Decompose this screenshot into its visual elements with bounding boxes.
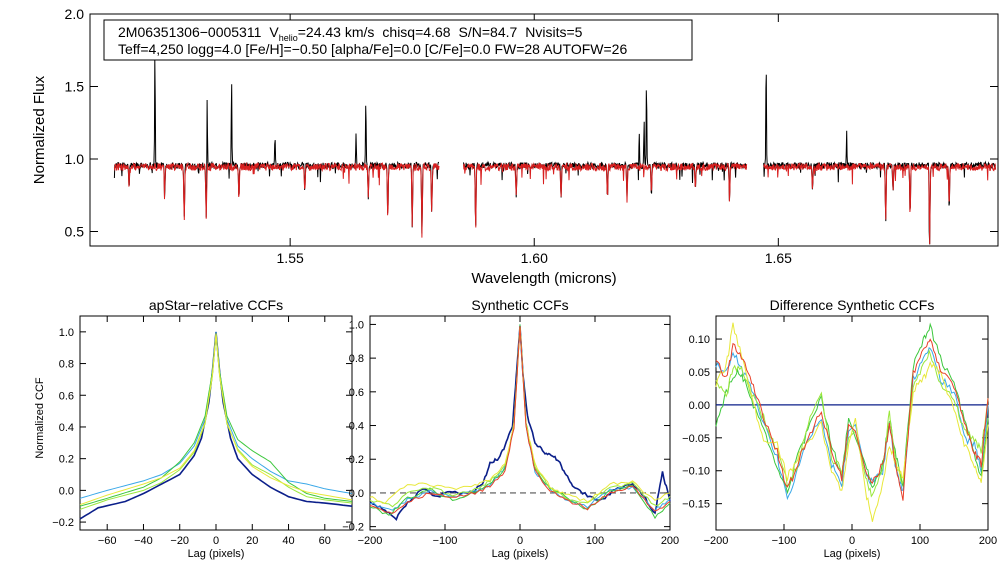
ccf-line-visit-4 xyxy=(369,326,671,504)
synthetic-ccf-lines xyxy=(369,324,671,521)
y-tick-label: 0.2 xyxy=(349,454,364,466)
x-tick-label: −200 xyxy=(358,535,383,547)
ccf-line-visit-1 xyxy=(79,331,353,499)
vhelio-label: V xyxy=(269,24,279,40)
spectrum-observed-chip-1 xyxy=(113,57,439,234)
apstar-ccf-ticks: −60 −40 −20 0 20 40 60 −0.2 0.0 0.2 0.4 0.6 0.8 1.0 xyxy=(52,316,352,547)
x-tick-label: 1.65 xyxy=(765,250,792,266)
y-tick-label: 0.6 xyxy=(59,390,74,402)
x-tick-label: 200 xyxy=(979,535,997,547)
apstar-ccf-title: apStar−relative CCFs xyxy=(149,297,283,313)
ccf-line-visit-5 xyxy=(715,338,989,501)
difference-ccf-title: Difference Synthetic CCFs xyxy=(770,297,935,313)
y-tick-label: 0.4 xyxy=(59,422,74,434)
ccf-line-visit-3 xyxy=(79,334,353,510)
apstar-ccf-lines xyxy=(79,331,353,520)
y-tick-label: 0.0 xyxy=(59,485,74,497)
x-tick-label: −40 xyxy=(134,535,153,547)
x-tick-label: −100 xyxy=(772,535,797,547)
y-tick-label: 0.8 xyxy=(349,353,364,365)
x-tick-label: 1.55 xyxy=(277,250,304,266)
apstar-ccf-panel: −60 −40 −20 0 20 40 60 −0.2 0.0 0.2 0.4 0.6 0.8 1.0 a… xyxy=(34,297,353,560)
info-line-1: 2M06351306−0005311 Vhelio=24.43 km/s chisq… xyxy=(118,24,583,43)
x-tick-label: −60 xyxy=(98,535,117,547)
chisq: chisq=4.68 xyxy=(382,24,450,40)
y-tick-label: 0.0 xyxy=(349,488,364,500)
x-tick-label: −20 xyxy=(170,535,189,547)
y-tick-label: 1.5 xyxy=(65,79,85,95)
ccf-line-visit-4 xyxy=(715,322,989,522)
difference-ccf-lines xyxy=(715,322,989,522)
spectrum-lines xyxy=(113,57,997,245)
ccf-line-visit-2 xyxy=(79,333,353,507)
difference-ccf-ticks: −200 −100 0 100 200 −0.15 −0.10 −0.05 0.00 0.05 0.… xyxy=(682,316,997,547)
spectrum-panel: 1.55 1.60 1.65 0.5 1.0 1.5 2.0 Wavelength (mic… xyxy=(31,6,999,287)
ccf-line-visit-2 xyxy=(369,324,671,520)
spectrum-ylabel: Normalized Flux xyxy=(31,75,48,184)
x-tick-label: 100 xyxy=(911,535,929,547)
x-tick-label: 60 xyxy=(319,535,331,547)
spectrum-synthetic-chip-3 xyxy=(763,161,997,245)
spectrum-ticks: 1.55 1.60 1.65 0.5 1.0 1.5 2.0 xyxy=(65,6,998,266)
y-tick-label: 0.05 xyxy=(689,367,710,379)
vhelio-value: =24.43 km/s xyxy=(298,24,375,40)
synthetic-ccf-panel: −200 −100 0 100 200 −0.2 0.0 0.2 0.4 0.6 0.8 1.0 Sy… xyxy=(342,297,679,560)
spectrum-observed-chip-3 xyxy=(763,74,996,245)
y-tick-label: 0.4 xyxy=(349,421,364,433)
x-tick-label: 0 xyxy=(213,535,219,547)
x-tick-label: −100 xyxy=(433,535,458,547)
apstar-ccf-xlabel: Lag (pixels) xyxy=(188,548,245,560)
spectrum-frame xyxy=(89,13,999,247)
x-tick-label: 0 xyxy=(849,535,855,547)
info-box xyxy=(103,19,693,61)
ccf-line-visit-3 xyxy=(715,348,989,498)
x-tick-label: 0 xyxy=(517,535,523,547)
synthetic-ccf-ticks: −200 −100 0 100 200 −0.2 0.0 0.2 0.4 0.6 0.8 1.0 xyxy=(342,316,679,547)
y-tick-label: 0.00 xyxy=(689,400,710,412)
y-tick-label: −0.2 xyxy=(342,522,364,534)
vhelio-subscript: helio xyxy=(279,33,298,43)
difference-ccf-panel: −200 −100 0 100 200 −0.15 −0.10 −0.05 0.00 0.05 0.… xyxy=(682,297,997,560)
synthetic-ccf-xlabel: Lag (pixels) xyxy=(492,548,549,560)
star-id: 2M06351306−0005311 xyxy=(118,24,262,40)
y-tick-label: 1.0 xyxy=(59,327,74,339)
y-tick-label: 0.2 xyxy=(59,454,74,466)
spectrum-observed-chip-2 xyxy=(463,90,748,226)
x-tick-label: 100 xyxy=(586,535,604,547)
spectrum-xlabel: Wavelength (microns) xyxy=(471,270,616,287)
difference-ccf-xlabel: Lag (pixels) xyxy=(824,548,881,560)
y-tick-label: 0.10 xyxy=(689,334,710,346)
signal-to-noise: S/N=84.7 xyxy=(459,24,518,40)
x-tick-label: 20 xyxy=(246,535,258,547)
y-tick-label: −0.05 xyxy=(682,433,710,445)
ccf-line-visit-4 xyxy=(79,333,353,506)
ccf-line-visit-5 xyxy=(369,326,671,514)
y-tick-label: 0.6 xyxy=(349,387,364,399)
apstar-ccf-ylabel: Normalized CCF xyxy=(34,377,46,459)
x-tick-label: 40 xyxy=(282,535,294,547)
y-tick-label: 0.5 xyxy=(65,224,85,240)
y-tick-label: −0.10 xyxy=(682,466,710,478)
ccf-line-visit-3 xyxy=(369,326,671,508)
y-tick-label: 2.0 xyxy=(65,6,85,22)
y-tick-label: −0.15 xyxy=(682,499,710,511)
synthetic-ccf-title: Synthetic CCFs xyxy=(471,297,568,313)
spectrum-synthetic-chip-1 xyxy=(113,161,440,238)
ccf-line-visit-2 xyxy=(715,322,989,495)
y-tick-label: 1.0 xyxy=(349,319,364,331)
info-line-2: Teff=4,250 logg=4.0 [Fe/H]=−0.50 [alpha/… xyxy=(118,41,627,57)
y-tick-label: −0.2 xyxy=(52,517,74,529)
x-tick-label: 200 xyxy=(661,535,679,547)
ccf-line-visit-1 xyxy=(715,346,989,501)
difference-ccf-frame xyxy=(715,315,989,531)
y-tick-label: 0.8 xyxy=(59,359,74,371)
nvisits: Nvisits=5 xyxy=(525,24,582,40)
x-tick-label: 1.60 xyxy=(521,250,548,266)
x-tick-label: −200 xyxy=(704,535,729,547)
spectrum-synthetic-chip-2 xyxy=(463,162,748,228)
y-tick-label: 1.0 xyxy=(65,151,85,167)
